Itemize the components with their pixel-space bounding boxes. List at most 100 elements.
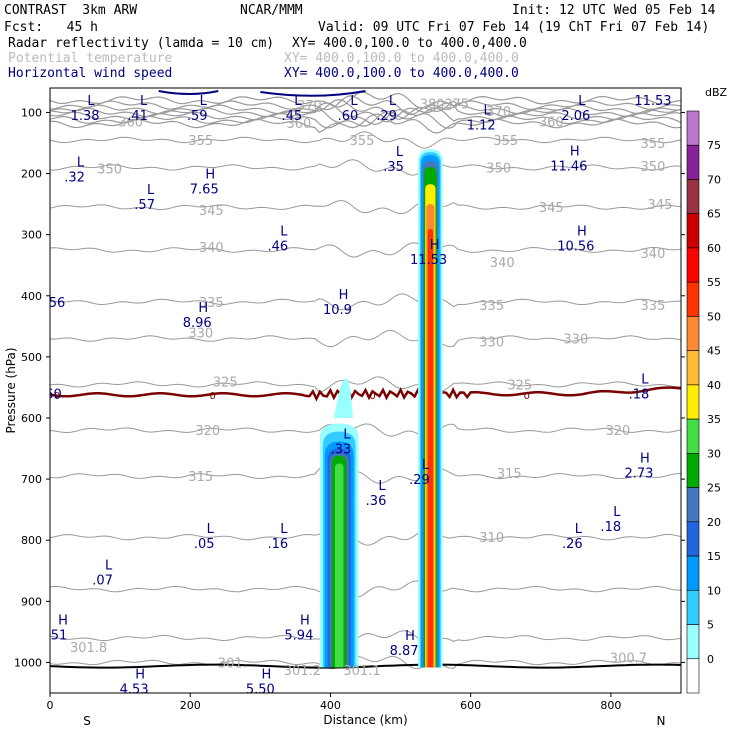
center-name: NCAR/MMM (240, 3, 303, 18)
colorbar-tick-label: 40 (707, 379, 721, 392)
theta-contour-line (50, 528, 681, 546)
melting-level-label: 0 (369, 391, 375, 402)
wind-extremum-value: 1.12 (467, 118, 496, 133)
wind-extremum-marker: L (422, 458, 430, 473)
y-tick-label: 900 (21, 595, 42, 608)
colorbar-swatch (686, 521, 700, 557)
field-reflectivity-xy: XY= 400.0,100.0 to 400.0,400.0 (292, 36, 527, 51)
forecast-hour: Fcst: 45 h (4, 20, 98, 35)
y-tick-label: 200 (21, 168, 42, 181)
wind-extremum-marker: L (575, 522, 583, 537)
colorbar-swatch (686, 589, 700, 625)
melting-level-line (50, 386, 681, 402)
wind-extremum-value: 11.46 (550, 159, 587, 174)
wind-extremum-value: .33 (331, 442, 352, 457)
theta-contour-line (50, 242, 681, 258)
colorbar-tick-label: 5 (707, 619, 714, 632)
theta-contour-label: 301.1 (343, 664, 380, 679)
wind-extremum-marker: L (140, 94, 148, 109)
theta-contour-label: 340 (490, 256, 515, 271)
wind-extremum-marker: L (396, 145, 404, 160)
theta-contour-label: 380 (420, 97, 445, 112)
theta-contour-label: 301. (218, 656, 247, 671)
wind-extremum-value: .26 (562, 537, 583, 552)
wind-extremum-value: 10.9 (323, 303, 352, 318)
wind-extremum-marker: H (430, 238, 440, 253)
theta-contour-line (50, 329, 681, 348)
x-tick-label: 600 (460, 699, 481, 712)
wind-extremum-value: .60 (338, 109, 359, 124)
theta-contour-line (50, 423, 681, 437)
wind-extremum-marker: L (77, 155, 85, 170)
wind-extremum-value: .59 (187, 109, 208, 124)
colorbar-swatch (686, 316, 700, 351)
wind-extremum-marker: L (280, 224, 288, 239)
wind-extremum-marker: H (339, 288, 349, 303)
wind-extremum-value: 5.50 (246, 682, 275, 697)
valid-time: Valid: 09 UTC Fri 07 Feb 14 (19 ChT Fri … (318, 20, 710, 35)
wind-extremum-marker: H (135, 667, 145, 682)
init-time: Init: 12 UTC Wed 05 Feb 14 (512, 3, 716, 18)
wind-extremum-value: .29 (409, 473, 430, 488)
colorbar-swatch (686, 658, 700, 694)
x-axis-end-label-north: N (657, 714, 666, 728)
theta-contour-label: 325 (507, 378, 532, 393)
y-axis-label: Pressure (hPa) (4, 347, 18, 433)
field-theta-xy: XY= 400.0,100.0 to 400.0,400.0 (284, 51, 519, 66)
wind-extremum-value: 60 (45, 388, 62, 403)
colorbar-swatch (686, 350, 700, 386)
colorbar-swatch (686, 247, 700, 283)
wind-extremum-marker: H (405, 629, 415, 644)
colorbar-tick-label: 65 (707, 208, 721, 221)
y-tick-label: 400 (21, 290, 42, 303)
y-tick-label: 300 (21, 229, 42, 242)
wind-extremum-value: 7.65 (190, 183, 219, 198)
theta-contour-line (50, 468, 681, 484)
wind-extremum-value: .57 (134, 198, 155, 213)
wind-extremum-value: 1.38 (71, 109, 100, 124)
theta-contour-line (50, 159, 681, 176)
x-tick-label: 800 (600, 699, 621, 712)
theta-contour-label: 330 (188, 326, 213, 341)
wind-extremum-value: 2.06 (561, 109, 590, 124)
wind-extremum-marker: L (641, 372, 649, 387)
theta-contour-label: 301.2 (284, 664, 321, 679)
wind-extremum-marker: L (200, 94, 208, 109)
wind-extremum-marker: L (87, 94, 95, 109)
colorbar-tick-label: 15 (707, 550, 721, 563)
theta-contour-label: 360 (539, 116, 564, 131)
wind-extremum-value: 4.53 (120, 682, 149, 697)
melting-level-label: 0 (209, 391, 215, 402)
theta-contour-label: 320 (195, 424, 220, 439)
wind-extremum-marker: H (570, 144, 580, 159)
wind-extremum-marker: L (484, 103, 492, 118)
ground-line (50, 663, 681, 669)
theta-contour-label: 315 (188, 470, 213, 485)
y-tick-label: 800 (21, 534, 42, 547)
wind-extremum-marker: L (105, 559, 113, 574)
reflectivity-western-cell-band (334, 463, 344, 668)
wind-extremum-marker: L (378, 479, 386, 494)
y-tick-label: 600 (21, 412, 42, 425)
wind-extremum-value: 8.87 (390, 644, 419, 659)
wind-contour-line (260, 90, 366, 97)
theta-contour-label: 345 (539, 201, 564, 216)
colorbar-tick-label: 50 (707, 310, 721, 323)
wind-extremum-value: .18 (629, 387, 650, 402)
wind-extremum-value: .16 (268, 537, 289, 552)
colorbar-tick-label: 55 (707, 276, 721, 289)
colorbar-tick-label: 35 (707, 413, 721, 426)
theta-contour-label: 355 (493, 134, 518, 149)
theta-contour-line (50, 131, 681, 149)
theta-contour-line (50, 91, 681, 109)
colorbar-tick-label: 0 (707, 653, 714, 666)
wind-extremum-value: 5.94 (284, 629, 313, 644)
wind-extremum-marker: H (205, 168, 215, 183)
colorbar-tick-label: 70 (707, 173, 721, 186)
theta-contour-label: 330 (479, 336, 504, 351)
theta-contour-label: 335 (199, 296, 224, 311)
theta-contour-line (50, 580, 681, 598)
theta-contour-label: 370 (486, 105, 511, 120)
theta-contour-label: 370 (297, 99, 322, 114)
